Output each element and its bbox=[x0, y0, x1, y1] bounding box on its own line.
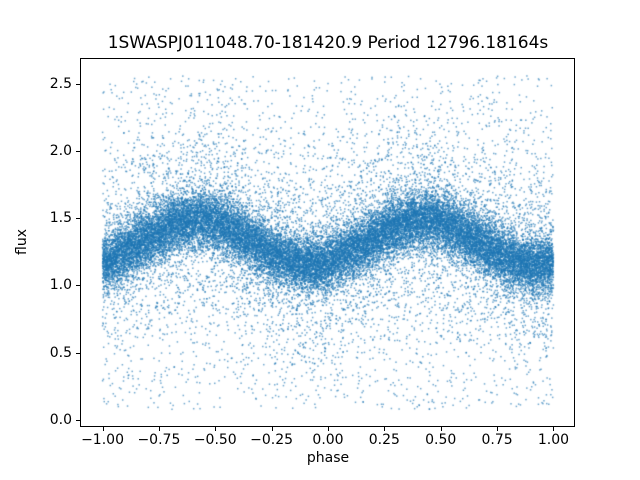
x-tick-label: −0.25 bbox=[250, 432, 294, 448]
y-tick-label: 1.5 bbox=[49, 210, 72, 227]
axes-frame bbox=[80, 58, 575, 427]
y-tick-label: 0.0 bbox=[49, 412, 72, 429]
y-tick-label: 2.5 bbox=[49, 75, 72, 92]
x-tick-mark bbox=[102, 427, 104, 431]
x-tick-mark bbox=[497, 427, 499, 431]
y-tick-mark bbox=[76, 352, 80, 354]
scatter-plot-canvas bbox=[80, 58, 576, 428]
y-axis-label: flux bbox=[14, 229, 30, 255]
x-tick-mark bbox=[384, 427, 386, 431]
y-tick-mark bbox=[76, 218, 80, 220]
y-tick-label: 0.5 bbox=[49, 344, 72, 361]
chart-title: 1SWASPJ011048.70-181420.9 Period 12796.1… bbox=[107, 33, 549, 53]
x-tick-mark bbox=[215, 427, 217, 431]
x-tick-mark bbox=[440, 427, 442, 431]
x-tick-label: −1.00 bbox=[81, 432, 124, 448]
x-tick-label: 0.25 bbox=[368, 432, 400, 448]
y-tick-mark bbox=[76, 83, 80, 85]
x-tick-label: −0.75 bbox=[137, 432, 181, 448]
y-tick-label: 2.0 bbox=[49, 142, 72, 159]
x-tick-label: 0.50 bbox=[425, 432, 457, 448]
x-tick-mark bbox=[271, 427, 273, 431]
x-axis-label: phase bbox=[306, 450, 350, 466]
x-tick-label: 0.75 bbox=[481, 432, 513, 448]
y-tick-mark bbox=[76, 285, 80, 287]
x-tick-mark bbox=[553, 427, 555, 431]
y-tick-mark bbox=[76, 150, 80, 152]
x-tick-label: 0.00 bbox=[312, 432, 344, 448]
y-tick-mark bbox=[76, 420, 80, 422]
x-tick-mark bbox=[328, 427, 329, 431]
x-tick-mark bbox=[158, 427, 160, 431]
x-tick-label: −0.50 bbox=[193, 432, 237, 448]
y-tick-label: 1.0 bbox=[49, 277, 72, 294]
x-tick-label: 1.00 bbox=[537, 432, 570, 448]
